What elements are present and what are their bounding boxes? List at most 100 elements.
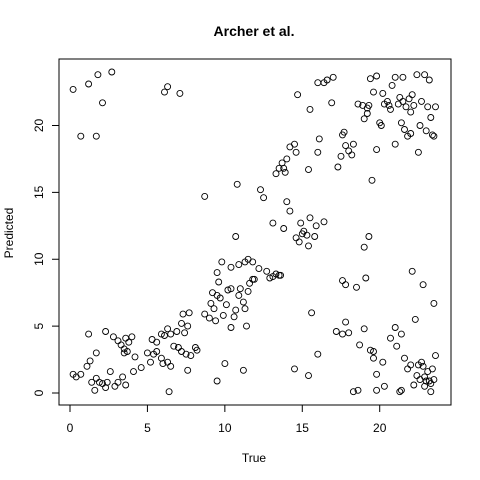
data-point <box>422 383 428 389</box>
data-point <box>316 136 322 142</box>
data-point <box>287 208 293 214</box>
data-point <box>388 106 394 112</box>
y-tick-label: 10 <box>32 252 46 266</box>
data-point <box>234 181 240 187</box>
data-point <box>374 371 380 377</box>
data-point <box>103 329 109 335</box>
x-tick-label: 20 <box>373 421 387 435</box>
data-point <box>346 330 352 336</box>
data-point <box>165 84 171 90</box>
data-point <box>309 310 315 316</box>
data-point <box>292 141 298 147</box>
data-point <box>214 270 220 276</box>
data-point <box>118 342 124 348</box>
y-tick-label: 5 <box>32 322 46 329</box>
data-point <box>333 329 339 335</box>
data-point <box>402 127 408 133</box>
data-point <box>107 369 113 375</box>
data-point <box>354 284 360 290</box>
data-point <box>202 193 208 199</box>
data-point <box>400 74 406 80</box>
data-point <box>380 359 386 365</box>
data-point <box>306 373 312 379</box>
data-point <box>138 365 144 371</box>
data-point <box>70 86 76 92</box>
data-point <box>411 382 417 388</box>
data-point <box>366 234 372 240</box>
x-tick-label: 15 <box>296 421 310 435</box>
data-point <box>398 331 404 337</box>
x-tick-label: 10 <box>218 421 232 435</box>
data-point <box>419 98 425 104</box>
data-point <box>367 76 373 82</box>
data-point <box>233 307 239 313</box>
points-layer <box>70 69 438 395</box>
data-point <box>87 358 93 364</box>
data-point <box>233 234 239 240</box>
data-point <box>425 104 431 110</box>
x-axis: 0 5 10 15 20 <box>67 405 387 435</box>
data-point <box>115 338 121 344</box>
data-point <box>374 387 380 393</box>
data-point <box>242 306 248 312</box>
data-point <box>256 266 262 272</box>
data-point <box>402 355 408 361</box>
data-point <box>92 387 98 393</box>
data-point <box>244 323 250 329</box>
data-point <box>78 133 84 139</box>
data-point <box>338 153 344 159</box>
data-point <box>213 318 219 324</box>
data-point <box>429 132 435 138</box>
data-point <box>220 312 226 318</box>
data-point <box>168 363 174 369</box>
data-point <box>340 278 346 284</box>
data-point <box>371 89 377 95</box>
data-point <box>132 354 138 360</box>
data-point <box>374 73 380 79</box>
data-point <box>216 279 222 285</box>
data-point <box>148 359 154 365</box>
data-point <box>293 149 299 155</box>
data-point <box>392 325 398 331</box>
data-point <box>361 326 367 332</box>
data-point <box>245 288 251 294</box>
data-point <box>237 286 243 292</box>
data-point <box>179 320 185 326</box>
data-point <box>264 268 270 274</box>
x-tick-label: 0 <box>67 421 74 435</box>
data-point <box>298 220 304 226</box>
data-point <box>361 244 367 250</box>
data-point <box>429 366 435 372</box>
data-point <box>93 133 99 139</box>
data-point <box>349 152 355 158</box>
data-point <box>330 74 336 80</box>
data-point <box>180 311 186 317</box>
data-point <box>296 239 302 245</box>
data-point <box>350 141 356 147</box>
data-point <box>408 362 414 368</box>
data-point <box>236 292 242 298</box>
data-point <box>380 90 386 96</box>
data-point <box>182 330 188 336</box>
data-point <box>394 343 400 349</box>
chart-title: Archer et al. <box>214 23 295 39</box>
data-point <box>315 351 321 357</box>
data-point <box>86 331 92 337</box>
data-point <box>240 367 246 373</box>
data-point <box>329 100 335 106</box>
data-point <box>174 329 180 335</box>
data-point <box>93 375 99 381</box>
data-point <box>374 147 380 153</box>
data-point <box>281 226 287 232</box>
data-point <box>131 369 137 375</box>
data-point <box>185 323 191 329</box>
data-point <box>397 94 403 100</box>
data-point <box>236 262 242 268</box>
data-point <box>433 104 439 110</box>
data-point <box>340 331 346 337</box>
data-point <box>270 220 276 226</box>
data-point <box>306 167 312 173</box>
data-point <box>284 156 290 162</box>
data-point <box>295 92 301 98</box>
data-point <box>381 383 387 389</box>
